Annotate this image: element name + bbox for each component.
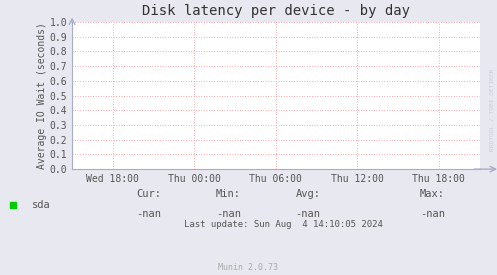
Title: Disk latency per device - by day: Disk latency per device - by day [142, 4, 410, 18]
Text: -nan: -nan [216, 210, 241, 219]
Text: -nan: -nan [296, 210, 321, 219]
Text: -nan: -nan [420, 210, 445, 219]
Text: Cur:: Cur: [137, 189, 162, 199]
Text: -nan: -nan [137, 210, 162, 219]
Text: Avg:: Avg: [296, 189, 321, 199]
Text: Last update: Sun Aug  4 14:10:05 2024: Last update: Sun Aug 4 14:10:05 2024 [184, 221, 383, 229]
Text: sda: sda [32, 200, 51, 210]
Text: RRDTOOL / TOBI OETIKER: RRDTOOL / TOBI OETIKER [490, 69, 495, 151]
Y-axis label: Average IO Wait (seconds): Average IO Wait (seconds) [37, 22, 47, 169]
Text: Max:: Max: [420, 189, 445, 199]
Text: Munin 2.0.73: Munin 2.0.73 [219, 263, 278, 272]
Text: Min:: Min: [216, 189, 241, 199]
